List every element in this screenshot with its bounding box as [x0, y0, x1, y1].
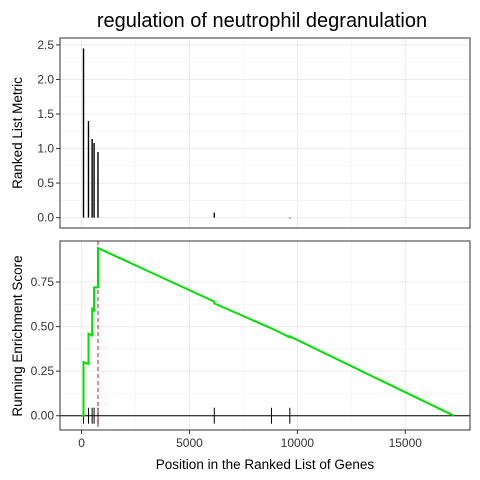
ranked-list-y-tick-label: 2.0 — [37, 72, 54, 86]
running-es-y-tick-label: 0.00 — [31, 409, 55, 423]
ranked-list-y-label: Ranked List Metric — [10, 77, 25, 189]
running-es-x-tick-label: 0 — [78, 436, 85, 450]
running-es-x-label: Position in the Ranked List of Genes — [156, 457, 375, 472]
ranked-list-y-tick-label: 2.5 — [37, 38, 54, 52]
ranked-list-y-axis: 0.0 0.5 1.0 1.5 2.0 2.5 — [37, 38, 60, 225]
ranked-list-panel: 0.0 0.5 1.0 1.5 2.0 2.5 Ranked List Metric — [10, 37, 471, 229]
running-es-y-tick-label: 0.50 — [31, 320, 55, 334]
running-es-panel: 0.00 0.25 0.50 0.75 0 5000 10000 15000 Running… — [10, 240, 471, 472]
ranked-list-bars — [82, 48, 291, 219]
ranked-list-y-tick-label: 1.5 — [37, 107, 54, 121]
running-es-y-tick-label: 0.75 — [31, 275, 55, 289]
running-es-y-label: Running Enrichment Score — [10, 255, 25, 416]
running-es-x-tick-label: 10000 — [281, 436, 315, 450]
ranked-list-y-tick-label: 1.0 — [37, 142, 54, 156]
running-es-line — [81, 246, 455, 417]
chart-title: regulation of neutrophil degranulation — [97, 10, 427, 32]
ranked-list-y-tick-label: 0.5 — [37, 176, 54, 190]
ranked-list-frame — [59, 37, 471, 229]
running-es-y-axis: 0.00 0.25 0.50 0.75 — [31, 275, 60, 423]
running-es-x-tick-label: 5000 — [176, 436, 203, 450]
ranked-list-grid — [60, 38, 470, 228]
running-es-x-axis: 0 5000 10000 15000 — [78, 430, 422, 450]
ranked-list-y-tick-label: 0.0 — [37, 211, 54, 225]
running-es-line-layer — [81, 246, 455, 417]
running-es-frame — [59, 240, 471, 431]
running-es-x-tick-label: 15000 — [389, 436, 423, 450]
running-es-y-tick-label: 0.25 — [31, 364, 55, 378]
